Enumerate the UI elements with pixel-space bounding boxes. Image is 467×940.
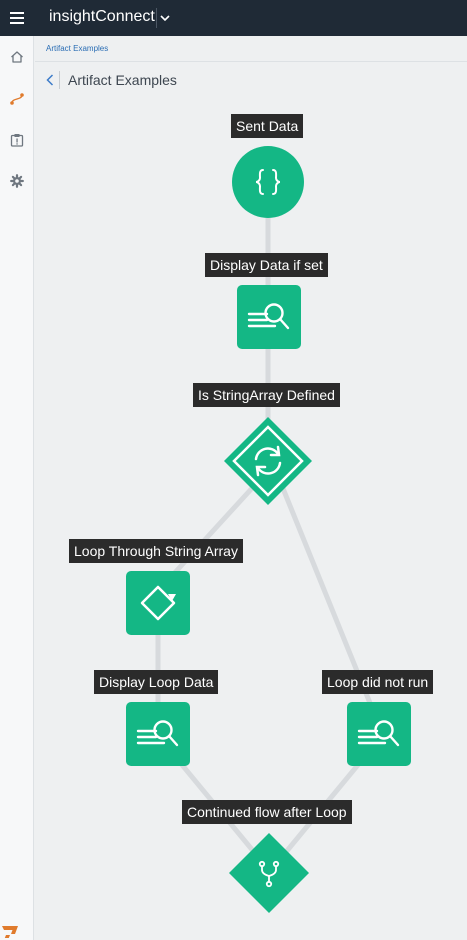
workflow-node-loop-did-not-run[interactable] bbox=[347, 702, 411, 766]
brand-prefix: insight bbox=[49, 8, 96, 25]
page-header: Artifact Examples bbox=[35, 62, 467, 98]
sidebar-item-settings[interactable] bbox=[7, 171, 27, 191]
artifact-search-icon bbox=[247, 303, 290, 330]
workflow-node-continued-flow-after-loop[interactable] bbox=[228, 832, 310, 914]
sidebar bbox=[0, 36, 34, 940]
workflow-node-sent-data[interactable] bbox=[232, 146, 304, 218]
refresh-icon bbox=[254, 445, 282, 477]
page-title: Artifact Examples bbox=[68, 72, 177, 88]
sidebar-item-workflows[interactable] bbox=[7, 89, 27, 109]
rapid7-logo-icon bbox=[2, 926, 18, 938]
node-label-loop-did-not-run: Loop did not run bbox=[322, 670, 434, 694]
workflow-node-display-loop-data[interactable] bbox=[126, 702, 190, 766]
hamburger-menu-button[interactable] bbox=[0, 0, 34, 36]
top-bar: insightConnect bbox=[0, 0, 467, 36]
artifact-search-icon bbox=[136, 720, 179, 747]
braces-icon bbox=[255, 169, 281, 195]
home-icon bbox=[11, 51, 23, 63]
breadcrumb: Artifact Examples bbox=[35, 36, 467, 62]
brand-divider bbox=[156, 8, 157, 28]
sidebar-item-jobs[interactable] bbox=[7, 130, 27, 150]
workflow-node-is-stringarray-defined[interactable] bbox=[222, 415, 314, 507]
node-label-display-loop-data: Display Loop Data bbox=[94, 670, 219, 694]
hamburger-icon bbox=[10, 12, 24, 24]
sidebar-item-home[interactable] bbox=[7, 47, 27, 67]
node-label-continued-flow-after-loop: Continued flow after Loop bbox=[182, 800, 352, 824]
gear-icon bbox=[10, 174, 24, 188]
breadcrumb-item[interactable]: Artifact Examples bbox=[46, 44, 109, 53]
app-logo[interactable]: insightConnect bbox=[49, 7, 155, 27]
app-switcher-button[interactable] bbox=[158, 8, 172, 28]
chevron-left-icon bbox=[46, 74, 54, 86]
clipboard-alert-icon bbox=[10, 134, 24, 147]
title-divider bbox=[59, 71, 60, 89]
artifact-search-icon bbox=[357, 720, 400, 747]
workflow-icon bbox=[10, 93, 24, 105]
node-label-is-stringarray-defined: Is StringArray Defined bbox=[193, 383, 340, 407]
back-button[interactable] bbox=[43, 72, 57, 88]
merge-icon bbox=[258, 860, 280, 888]
workflow-node-loop-through-string-array[interactable] bbox=[126, 571, 190, 635]
node-label-display-data-if-set: Display Data if set bbox=[205, 253, 328, 277]
node-label-loop-through-string-array: Loop Through String Array bbox=[69, 539, 243, 563]
loop-icon bbox=[140, 585, 176, 621]
workflow-node-display-data-if-set[interactable] bbox=[237, 285, 301, 349]
node-label-sent-data: Sent Data bbox=[231, 114, 304, 138]
chevron-down-icon bbox=[160, 15, 170, 21]
brand-name: Connect bbox=[95, 8, 155, 25]
